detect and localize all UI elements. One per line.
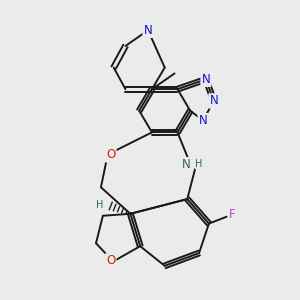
Text: H: H xyxy=(195,159,202,169)
Text: N: N xyxy=(199,114,207,127)
Text: N: N xyxy=(209,94,218,107)
Text: H: H xyxy=(95,200,103,210)
Text: N: N xyxy=(202,73,210,86)
Text: F: F xyxy=(229,208,236,221)
Text: N: N xyxy=(144,24,152,37)
Text: O: O xyxy=(106,148,116,161)
Text: N: N xyxy=(182,158,191,171)
Text: O: O xyxy=(106,254,116,267)
